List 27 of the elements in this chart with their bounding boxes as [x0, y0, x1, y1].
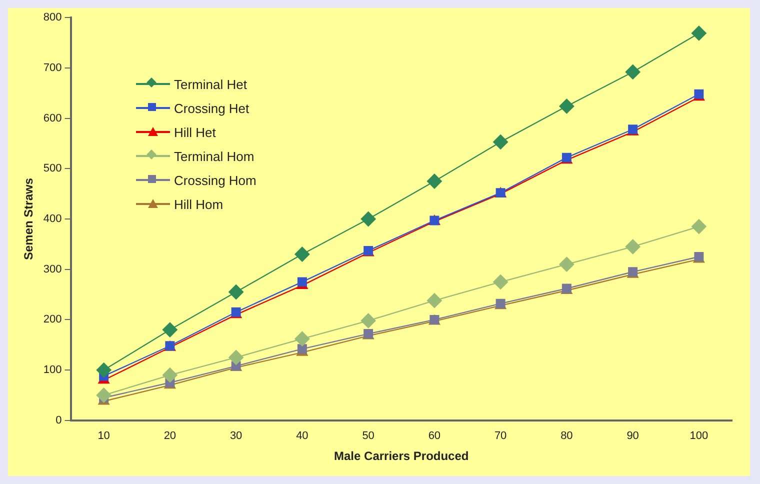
x-tick-label: 30: [230, 430, 242, 442]
x-tick-label: 40: [296, 430, 308, 442]
y-tick-label: 700: [43, 62, 62, 74]
y-tick-label: 200: [43, 314, 62, 326]
legend-label: Crossing Hom: [174, 172, 256, 188]
y-tick-label: 0: [56, 414, 62, 426]
x-tick-label: 60: [428, 430, 441, 442]
legend-label: Terminal Hom: [174, 148, 254, 164]
legend-label: Hill Hom: [174, 196, 224, 212]
x-axis-title: Male Carriers Produced: [334, 449, 469, 464]
y-axis-title: Semen Straws: [22, 178, 36, 260]
y-tick-label: 800: [43, 12, 62, 24]
x-tick-label: 50: [362, 430, 374, 442]
legend-label: Terminal Het: [174, 76, 247, 92]
x-tick-label: 10: [98, 430, 110, 442]
x-tick-label: 70: [494, 430, 507, 442]
x-tick-label: 100: [690, 430, 708, 442]
y-tick-label: 400: [43, 213, 62, 226]
y-tick-label: 500: [43, 162, 62, 175]
legend-label: Hill Het: [174, 124, 216, 140]
x-tick-label: 80: [560, 430, 573, 442]
y-tick-label: 100: [43, 364, 62, 376]
y-tick-label: 300: [43, 263, 62, 276]
y-tick-label: 600: [43, 112, 62, 124]
x-tick-label: 20: [164, 430, 176, 442]
legend-label: Crossing Het: [174, 100, 250, 116]
x-tick-label: 90: [626, 430, 639, 442]
